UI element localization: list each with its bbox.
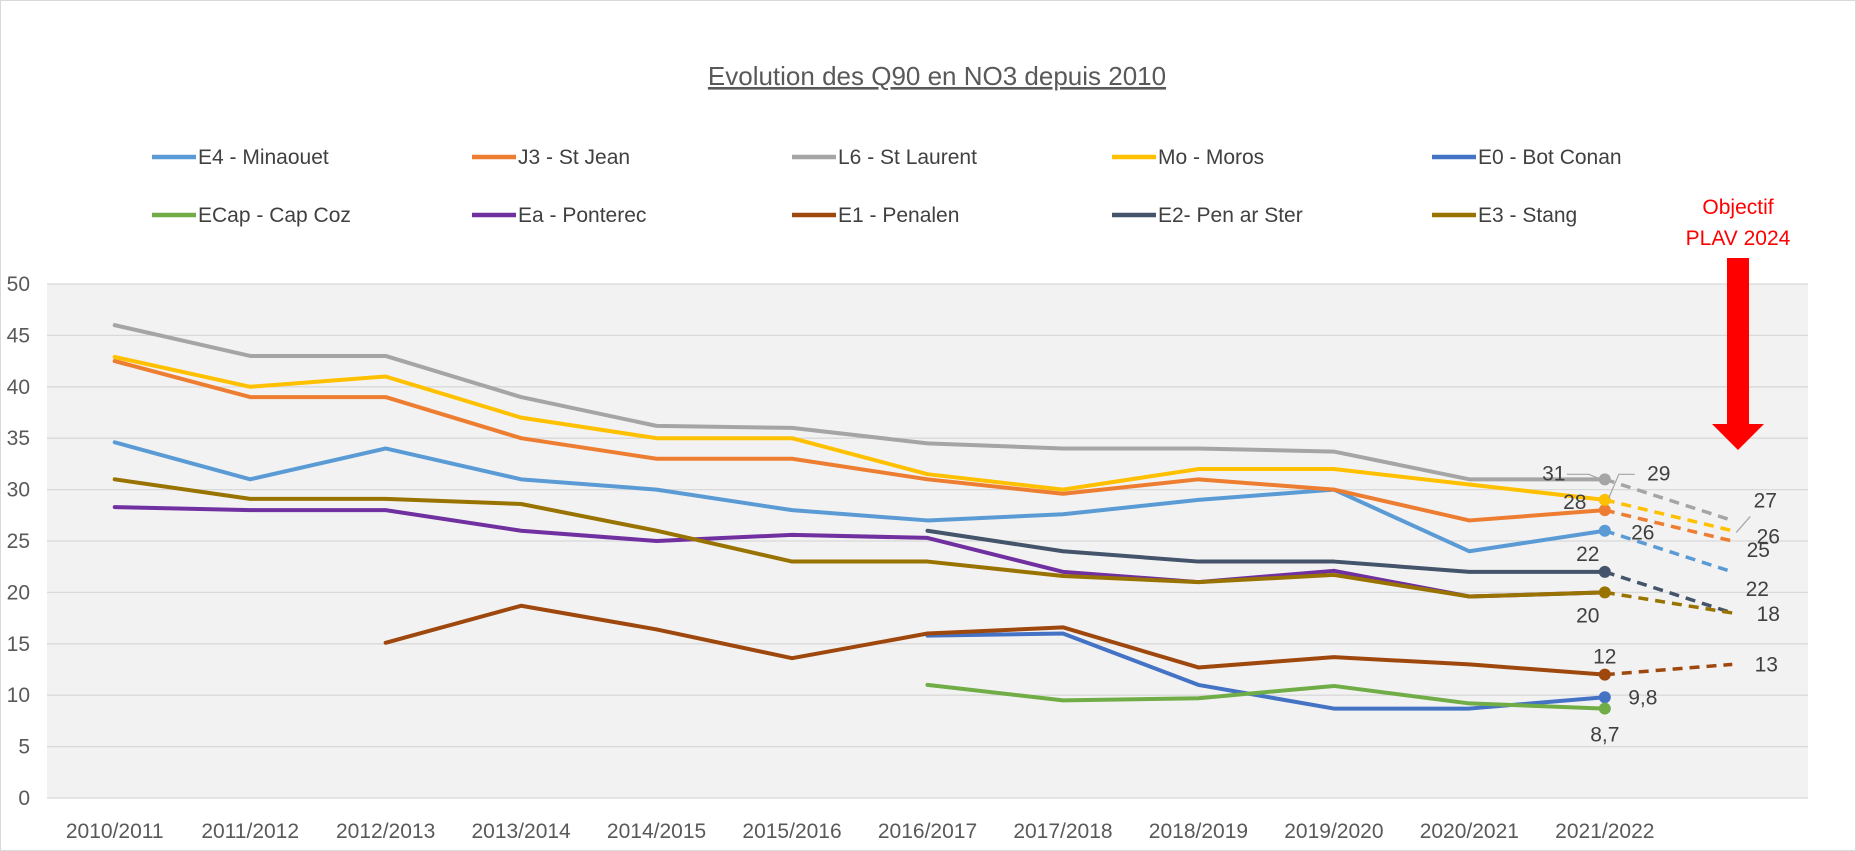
x-tick-label: 2017/2018 <box>1013 820 1112 843</box>
x-tick-label: 2020/2021 <box>1420 820 1519 843</box>
x-tick-label: 2014/2015 <box>607 820 706 843</box>
target-label: 27 <box>1754 489 1777 512</box>
label-leader-line <box>1735 516 1751 533</box>
legend-entry: J3 - St Jean <box>518 146 630 169</box>
x-tick-label: 2011/2012 <box>201 820 299 843</box>
series-line <box>112 505 1607 599</box>
y-tick-label: 45 <box>7 324 30 347</box>
x-tick-label: 2019/2020 <box>1284 820 1383 843</box>
data-point <box>1598 473 1611 486</box>
data-label: 31 <box>1542 462 1565 485</box>
projection-line <box>1604 529 1733 574</box>
data-point <box>1598 493 1611 506</box>
legend-entry: E2- Pen ar Ster <box>1158 204 1303 227</box>
projection-line <box>1604 477 1733 523</box>
data-label: 26 <box>1631 522 1654 545</box>
y-tick-label: 35 <box>7 427 30 450</box>
data-label: 29 <box>1647 462 1670 485</box>
x-tick-label: 2021/2022 <box>1555 820 1654 843</box>
legend-entry: E1 - Penalen <box>838 204 959 227</box>
data-label: 20 <box>1576 604 1599 627</box>
legend-entry: E0 - Bot Conan <box>1478 146 1622 169</box>
x-tick-label: 2012/2013 <box>336 820 435 843</box>
x-tick-label: 2010/2011 <box>66 820 164 843</box>
y-tick-label: 15 <box>7 633 30 656</box>
y-tick-label: 40 <box>7 376 30 399</box>
data-point <box>1598 691 1611 704</box>
series-line <box>925 631 1607 711</box>
projection-line <box>1604 590 1733 615</box>
y-tick-label: 50 <box>7 273 30 296</box>
data-label: 8,7 <box>1590 724 1619 747</box>
data-point <box>1598 565 1611 578</box>
series-line <box>383 603 1607 677</box>
data-label: 28 <box>1563 491 1586 514</box>
y-tick-label: 30 <box>7 479 30 502</box>
series-line <box>925 528 1607 574</box>
y-tick-label: 20 <box>7 581 30 604</box>
objectif-label-line1: Objectif <box>1702 196 1773 219</box>
legend-entry: E3 - Stang <box>1478 204 1577 227</box>
legend-entry: ECap - Cap Coz <box>198 204 351 227</box>
data-point <box>1598 524 1611 537</box>
chart-title: Evolution des Q90 en NO3 depuis 2010 <box>708 61 1166 91</box>
y-tick-label: 25 <box>7 530 30 553</box>
y-tick-label: 10 <box>7 684 30 707</box>
x-tick-label: 2013/2014 <box>471 820 571 843</box>
legend-entry: Mo - Moros <box>1158 146 1264 169</box>
projection-line <box>1604 508 1733 543</box>
y-tick-label: 0 <box>18 787 30 810</box>
data-point <box>1598 668 1611 681</box>
data-point <box>1598 504 1611 517</box>
y-tick-label: 5 <box>18 736 30 759</box>
target-label: 18 <box>1757 603 1780 626</box>
projection-line <box>1604 498 1733 533</box>
legend-entry: E4 - Minaouet <box>198 146 329 169</box>
data-label: 12 <box>1593 646 1616 669</box>
data-label: 22 <box>1576 543 1599 566</box>
data-point <box>1598 702 1611 715</box>
series-line <box>112 477 1607 599</box>
data-label: 9,8 <box>1628 686 1657 709</box>
objectif-label-line2: PLAV 2024 <box>1686 227 1791 250</box>
series-line <box>112 359 1607 523</box>
series-line <box>925 682 1607 711</box>
target-label: 26 <box>1757 526 1780 549</box>
label-leader-line <box>1608 473 1635 499</box>
target-label: 25 <box>1747 539 1770 562</box>
x-tick-label: 2018/2019 <box>1149 820 1248 843</box>
target-label: 13 <box>1755 653 1778 676</box>
x-tick-label: 2015/2016 <box>742 820 841 843</box>
series-line <box>112 440 1607 554</box>
series-line <box>112 323 1607 482</box>
legend-entry: Ea - Ponterec <box>518 204 646 227</box>
projection-line <box>1604 662 1733 677</box>
label-leader-line <box>1566 473 1602 480</box>
objectif-arrow-icon <box>1712 258 1764 450</box>
series-line <box>112 354 1607 502</box>
legend-entry: L6 - St Laurent <box>838 146 977 169</box>
x-tick-label: 2016/2017 <box>878 820 977 843</box>
projection-line <box>1604 570 1733 615</box>
data-point <box>1598 586 1611 599</box>
target-label: 22 <box>1746 578 1769 601</box>
